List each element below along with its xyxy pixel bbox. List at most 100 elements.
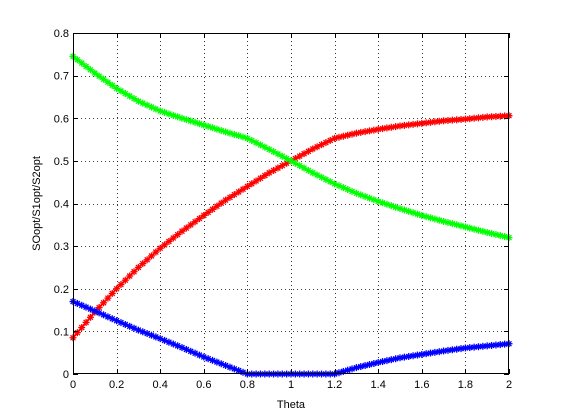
x-tick-label: 2 — [506, 379, 512, 391]
marker — [195, 215, 203, 223]
marker — [117, 280, 125, 288]
data-point — [396, 354, 404, 362]
marker — [86, 313, 94, 321]
data-point — [200, 211, 208, 219]
marker — [147, 252, 155, 260]
marker — [379, 125, 387, 133]
y-tick-label: 0.1 — [54, 326, 69, 338]
data-point — [178, 227, 186, 235]
marker — [435, 348, 443, 356]
marker — [182, 224, 190, 232]
y-tick-label: 0.4 — [54, 199, 69, 211]
marker — [431, 348, 439, 356]
plot-area — [73, 33, 509, 374]
marker — [252, 177, 260, 185]
x-tick-label: 0.2 — [109, 379, 124, 391]
marker — [143, 256, 151, 264]
marker — [387, 123, 395, 131]
marker — [130, 268, 138, 276]
marker — [357, 128, 365, 136]
series-1 — [69, 52, 513, 242]
y-tick-label: 0.5 — [54, 156, 69, 168]
marker — [104, 78, 112, 86]
marker — [95, 309, 103, 317]
marker — [152, 333, 160, 341]
y-tick-labels: 0 0.1 0.2 0.3 0.4 0.5 0.6 0.7 0.8 — [54, 28, 69, 381]
data-point — [113, 285, 121, 293]
marker — [413, 351, 421, 359]
marker — [217, 199, 225, 207]
marker — [226, 193, 234, 201]
marker — [86, 66, 94, 74]
marker — [187, 221, 195, 229]
marker — [121, 90, 129, 98]
x-axis-label: Theta — [277, 399, 306, 411]
marker — [379, 358, 387, 366]
marker — [326, 178, 334, 186]
axis-ticks — [73, 33, 510, 375]
marker — [457, 222, 465, 230]
marker — [256, 174, 264, 182]
data-point — [440, 347, 448, 355]
marker — [387, 356, 395, 364]
marker — [296, 162, 304, 170]
data-point — [156, 244, 164, 252]
marker — [400, 353, 408, 361]
marker — [209, 205, 217, 213]
marker — [191, 218, 199, 226]
x-tick-label: 1.2 — [327, 379, 342, 391]
marker — [304, 166, 312, 174]
marker — [100, 75, 108, 83]
marker — [95, 72, 103, 80]
marker — [409, 352, 417, 360]
marker — [204, 208, 212, 216]
marker — [169, 234, 177, 242]
marker — [108, 81, 116, 89]
x-tick-label: 1 — [288, 379, 294, 391]
marker — [126, 92, 134, 100]
marker — [405, 352, 413, 360]
marker — [392, 123, 400, 131]
y-axis-label: SOopt/S1opt/S2opt — [31, 156, 43, 251]
marker — [383, 357, 391, 365]
marker — [139, 260, 147, 268]
marker — [152, 248, 160, 256]
marker — [422, 350, 430, 358]
y-tick-label: 0.3 — [54, 241, 69, 253]
data-point — [113, 84, 121, 92]
marker — [78, 324, 86, 332]
x-tick-labels: 0 0.2 0.4 0.6 0.8 1 1.2 1.4 1.6 1.8 2 — [70, 379, 512, 391]
marker — [73, 56, 81, 64]
marker — [300, 164, 308, 172]
marker — [165, 237, 173, 245]
data-point — [134, 97, 142, 105]
marker — [296, 152, 304, 160]
marker — [230, 191, 238, 199]
marker — [335, 369, 343, 377]
marker — [121, 276, 129, 284]
marker — [126, 272, 134, 280]
data-point — [418, 350, 426, 358]
data-point — [374, 125, 382, 133]
marker — [78, 59, 86, 67]
x-tick-label: 0.6 — [196, 379, 211, 391]
marker — [95, 304, 103, 312]
y-tick-label: 0.7 — [54, 71, 69, 83]
marker — [370, 126, 378, 134]
marker — [73, 329, 81, 337]
y-tick-label: 0 — [63, 369, 69, 381]
y-tick-label: 0.6 — [54, 113, 69, 125]
marker — [361, 128, 369, 136]
y-tick-label: 0.2 — [54, 284, 69, 296]
marker — [165, 338, 173, 346]
marker — [174, 231, 182, 239]
data-point — [91, 69, 99, 77]
marker — [161, 241, 169, 249]
marker — [392, 355, 400, 363]
data-point — [352, 129, 360, 137]
x-tick-label: 0.8 — [240, 379, 255, 391]
x-tick-label: 1.4 — [371, 379, 386, 391]
marker — [100, 299, 108, 307]
marker — [82, 62, 90, 70]
marker — [104, 294, 112, 302]
